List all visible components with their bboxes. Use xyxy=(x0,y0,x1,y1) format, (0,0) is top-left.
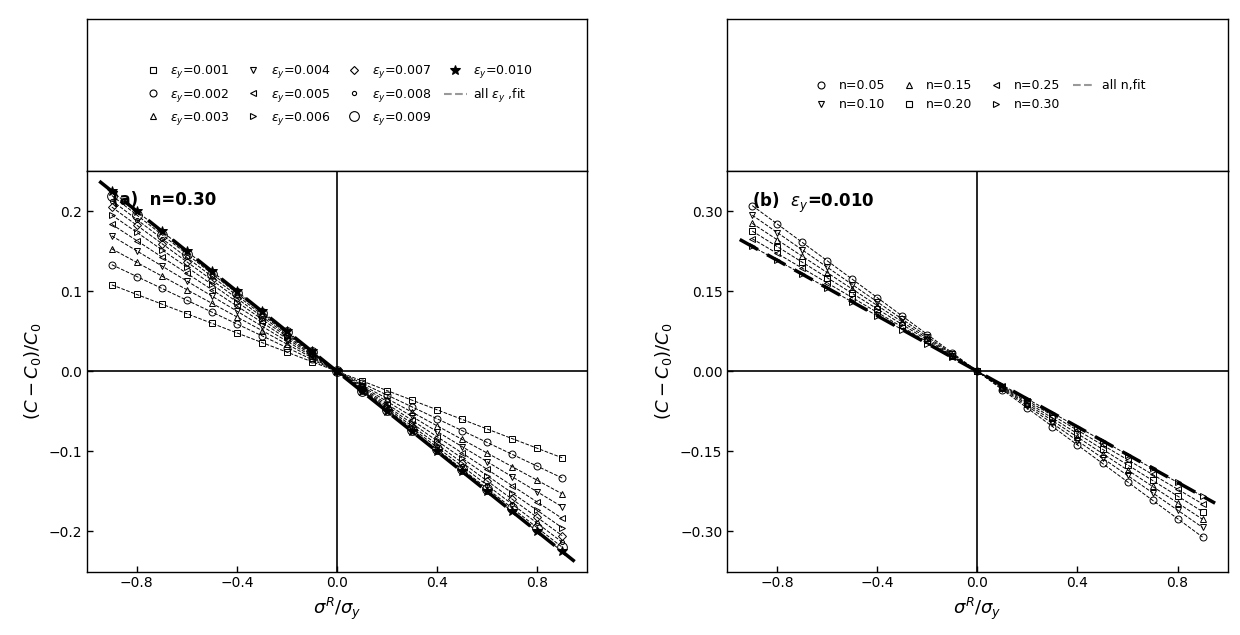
Legend: $\varepsilon_y$=0.001, $\varepsilon_y$=0.002, $\varepsilon_y$=0.003, $\varepsilo: $\varepsilon_y$=0.001, $\varepsilon_y$=0… xyxy=(138,60,537,131)
X-axis label: $\sigma^R/\sigma_y$: $\sigma^R/\sigma_y$ xyxy=(954,596,1002,622)
Legend: n=0.05, n=0.10, n=0.15, n=0.20, n=0.25, n=0.30, all n,fit: n=0.05, n=0.10, n=0.15, n=0.20, n=0.25, … xyxy=(806,75,1148,115)
X-axis label: $\sigma^R/\sigma_y$: $\sigma^R/\sigma_y$ xyxy=(312,596,361,622)
Text: (a)  n=0.30: (a) n=0.30 xyxy=(112,191,216,209)
Text: (b)  $\varepsilon_y$=0.010: (b) $\varepsilon_y$=0.010 xyxy=(753,191,875,215)
Y-axis label: $(C-C_0)/C_0$: $(C-C_0)/C_0$ xyxy=(22,323,42,420)
Y-axis label: $(C-C_0)/C_0$: $(C-C_0)/C_0$ xyxy=(653,323,675,420)
